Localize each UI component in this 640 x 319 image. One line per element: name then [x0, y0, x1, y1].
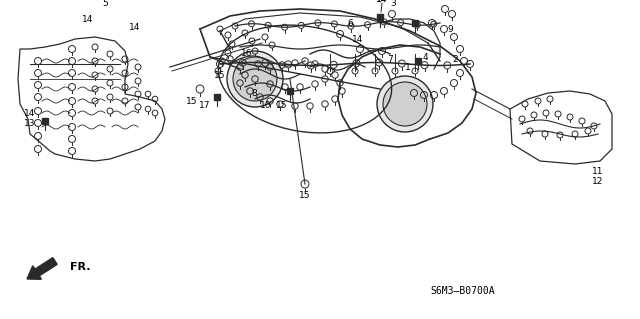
Text: 9: 9	[447, 25, 453, 33]
Text: 15: 15	[300, 191, 311, 201]
Text: 14: 14	[376, 0, 388, 4]
Circle shape	[377, 76, 433, 132]
Circle shape	[383, 82, 427, 126]
FancyArrow shape	[27, 258, 57, 279]
Text: 6: 6	[347, 19, 353, 28]
Text: 2: 2	[452, 55, 458, 63]
Text: 3: 3	[390, 0, 396, 9]
Text: 14: 14	[24, 108, 36, 117]
Circle shape	[233, 57, 277, 101]
Text: 7: 7	[387, 55, 393, 63]
Text: 16: 16	[241, 48, 253, 57]
Text: 14: 14	[129, 24, 141, 33]
Text: 13: 13	[24, 118, 36, 128]
Text: 11: 11	[592, 167, 604, 175]
Text: 15: 15	[186, 97, 198, 106]
Text: 12: 12	[592, 176, 604, 186]
Text: 1: 1	[405, 63, 411, 71]
Text: 14: 14	[352, 34, 364, 43]
Circle shape	[227, 51, 283, 107]
Text: 15: 15	[214, 70, 226, 79]
Text: 17: 17	[199, 101, 211, 110]
Text: 14: 14	[83, 16, 93, 25]
Text: S6M3–B0700A: S6M3–B0700A	[430, 286, 495, 296]
Text: 14: 14	[376, 0, 388, 4]
Text: 4: 4	[422, 53, 428, 62]
Text: 10: 10	[260, 100, 272, 109]
Text: 8: 8	[251, 88, 257, 98]
Text: 5: 5	[102, 0, 108, 9]
Text: 15: 15	[276, 100, 288, 109]
Text: FR.: FR.	[70, 262, 90, 272]
